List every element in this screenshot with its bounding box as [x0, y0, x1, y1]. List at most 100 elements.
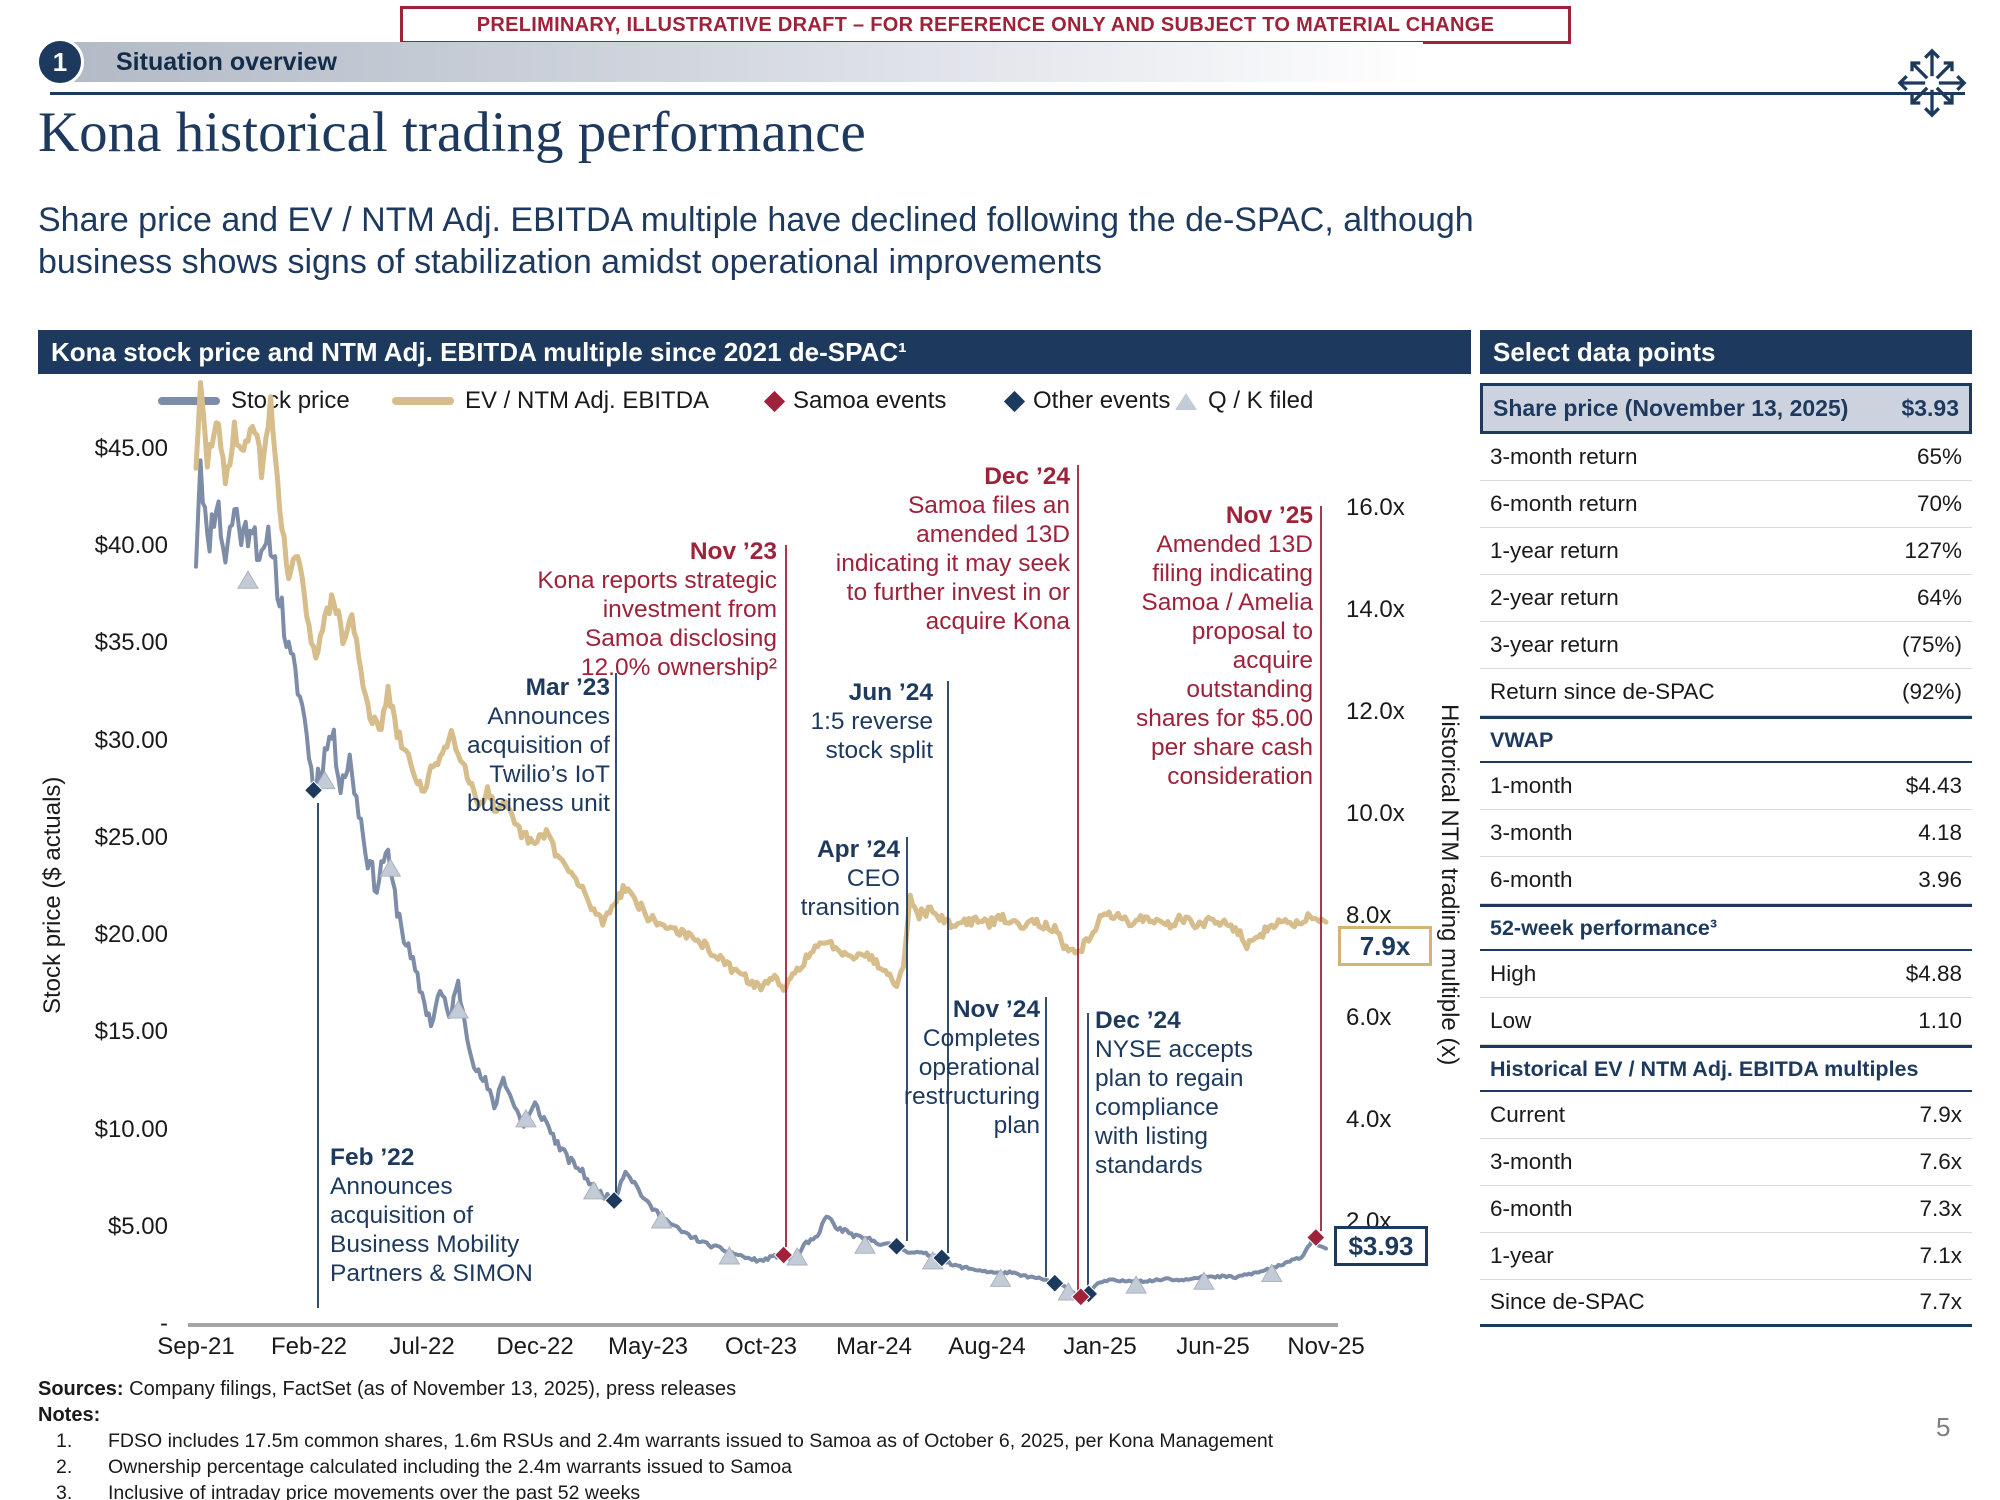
panel-row-current: Current 7.9x: [1480, 1092, 1972, 1139]
panel-row-label: 3-year return: [1490, 632, 1619, 657]
select-data-points-panel: Select data points Share price (November…: [1480, 330, 1972, 1327]
notes-label: Notes:: [38, 1404, 101, 1426]
legend-item-q-k-filed: Q / K filed: [1175, 385, 1313, 417]
panel-row-since-de-spac: Since de-SPAC 7.7x: [1480, 1280, 1972, 1327]
sources-text: Company filings, FactSet (as of November…: [123, 1378, 737, 1400]
panel-row-value: $3.93: [1901, 395, 1959, 421]
qk-filing-marker: [515, 1108, 537, 1128]
samoa-event-marker: [1071, 1287, 1091, 1307]
legend-label: Other events: [1033, 387, 1171, 414]
chart-header-title: Kona stock price and NTM Adj. EBITDA mul…: [51, 336, 907, 367]
section-divider-rule: [50, 92, 1965, 95]
panel-section-vwap: VWAP: [1480, 716, 1972, 763]
section-number: 1: [52, 46, 68, 77]
panel-row-label: 52-week performance³: [1490, 915, 1718, 940]
panel-row-value: 7.6x: [1919, 1149, 1962, 1174]
y-left-tick: $25.00: [94, 823, 168, 851]
panel-row-low: Low 1.10: [1480, 998, 1972, 1045]
other-event-marker: [1045, 1273, 1065, 1293]
x-axis-tick: Oct-23: [724, 1333, 798, 1360]
y-axis-left-title: Stock price ($ actuals): [39, 776, 66, 1014]
sources-label: Sources:: [38, 1378, 124, 1400]
panel-row-1-year: 1-year 7.1x: [1480, 1233, 1972, 1280]
panel-row-label: Historical EV / NTM Adj. EBITDA multiple…: [1490, 1056, 1919, 1081]
legend-item-samoa-events: Samoa events: [763, 385, 947, 417]
legend-label: Q / K filed: [1208, 387, 1314, 414]
samoa-event-marker: [773, 1245, 794, 1265]
panel-row-label: High: [1490, 961, 1537, 986]
panel-row-value: 65%: [1916, 444, 1962, 469]
panel-row-label: VWAP: [1490, 727, 1554, 752]
y-left-tick: -: [160, 1310, 168, 1337]
footnote: 1. FDSO includes 17.5m common shares, 1.6…: [38, 1430, 1438, 1453]
panel-row-value: 7.3x: [1919, 1196, 1962, 1221]
legend-item-ev-ntm-adj-ebitda: EV / NTM Adj. EBITDA: [392, 385, 709, 417]
draft-disclaimer-banner: PRELIMINARY, ILLUSTRATIVE DRAFT – FOR RE…: [400, 6, 1571, 44]
legend-item-other-events: Other events: [1003, 385, 1171, 417]
y-left-tick: $30.00: [94, 726, 168, 754]
panel-row-label: 3-month return: [1490, 444, 1638, 469]
panel-row-label: 2-year return: [1490, 585, 1619, 610]
starburst-logo-icon: [1897, 48, 1967, 118]
panel-row-1-year-return: 1-year return 127%: [1480, 528, 1972, 575]
panel-row-1-month: 1-month $4.43: [1480, 763, 1972, 810]
panel-header-title: Select data points: [1493, 336, 1716, 367]
stock-price-line: [194, 458, 1328, 1302]
panel-row-value: 4.18: [1918, 820, 1962, 845]
legend-label: Stock price: [231, 387, 350, 414]
panel-row-value: (92%): [1901, 679, 1962, 704]
footnote-text: Inclusive of intraday price movements ov…: [108, 1482, 641, 1500]
footnote-number: 1.: [56, 1430, 73, 1452]
footnote: 2. Ownership percentage calculated includ…: [38, 1456, 1438, 1479]
legend-label: EV / NTM Adj. EBITDA: [465, 387, 710, 414]
y-left-tick: $15.00: [94, 1018, 168, 1046]
ebitda-line-swatch: [392, 397, 454, 405]
page-title: Kona historical trading performance: [38, 101, 866, 164]
y-left-tick: $35.00: [94, 629, 168, 657]
samoa-event-marker: [1306, 1227, 1326, 1248]
y-axis-right-title: Historical NTM trading multiple (x): [1436, 704, 1463, 1066]
panel-row-value: 64%: [1916, 585, 1962, 610]
x-axis-tick: Feb-22: [270, 1333, 348, 1360]
footnote-text: Ownership percentage calculated includin…: [108, 1456, 792, 1478]
panel-row-value: $4.43: [1905, 773, 1962, 798]
panel-row-value: 70%: [1916, 491, 1962, 516]
panel-row-label: Current: [1490, 1102, 1566, 1127]
x-axis-tick: Jul-22: [389, 1333, 455, 1360]
y-right-tick: 12.0x: [1346, 698, 1405, 725]
legend-label: Samoa events: [793, 387, 947, 414]
panel-row-label: 6-month: [1490, 1196, 1573, 1221]
panel-header-bar: Select data points: [1480, 330, 1972, 374]
page-subtitle: Share price and EV / NTM Adj. EBITDA mul…: [38, 201, 1474, 281]
footnote-number: 3.: [56, 1482, 73, 1500]
panel-row-label: Return since de-SPAC: [1490, 679, 1715, 704]
x-axis-tick: Dec-22: [496, 1333, 574, 1360]
panel-row-label: 6-month return: [1490, 491, 1638, 516]
qk-filing-marker: [582, 1180, 605, 1200]
panel-row-label: 1-year: [1490, 1243, 1554, 1268]
panel-row-label: 1-year return: [1490, 538, 1619, 563]
panel-row-value: 7.7x: [1919, 1289, 1962, 1314]
panel-row-label: 6-month: [1490, 867, 1573, 892]
panel-table: Share price (November 13, 2025) $3.93 3-mo…: [1480, 383, 1972, 1327]
panel-row-2-year-return: 2-year return 64%: [1480, 575, 1972, 622]
x-axis-tick: May-23: [607, 1333, 689, 1360]
qk-filing-marker: [1260, 1263, 1283, 1282]
qk-filing-marker: [786, 1246, 809, 1266]
panel-row-label: 3-month: [1490, 820, 1573, 845]
panel-row-3-year-return: 3-year return (75%): [1480, 622, 1972, 669]
sources-line: Sources: Company filings, FactSet (as of…: [38, 1378, 1438, 1401]
panel-row-value: $4.88: [1905, 961, 1962, 986]
panel-row-3-month: 3-month 7.6x: [1480, 1139, 1972, 1186]
panel-row-label: Share price (November 13, 2025): [1493, 395, 1849, 421]
footer: Sources: Company filings, FactSet (as of…: [38, 1378, 1438, 1500]
qk-filing-marker: [718, 1245, 741, 1265]
panel-row-label: 1-month: [1490, 773, 1573, 798]
section-header-bar: [58, 42, 1423, 82]
qk-filing-marker: [237, 570, 259, 589]
panel-row-value: 3.96: [1918, 867, 1962, 892]
callout-3.93: $3.93: [1334, 1226, 1428, 1266]
price-multiple-chart: Stock price EV / NTM Adj. EBITDA Samoa eve…: [38, 375, 1468, 1383]
section-number-badge: 1: [36, 38, 84, 86]
